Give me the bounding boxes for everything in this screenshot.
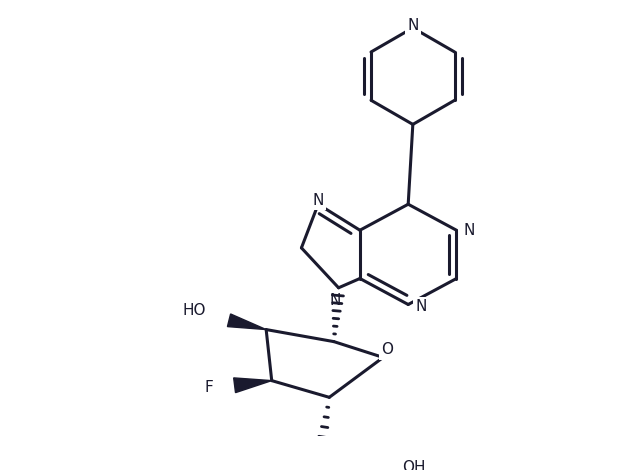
Text: HO: HO xyxy=(182,304,206,319)
Text: N: N xyxy=(312,193,324,208)
Polygon shape xyxy=(227,314,266,329)
Text: N: N xyxy=(407,18,419,33)
Text: F: F xyxy=(205,380,213,395)
Polygon shape xyxy=(234,378,272,392)
Text: N: N xyxy=(415,299,427,314)
Text: N: N xyxy=(329,293,340,308)
Text: O: O xyxy=(381,343,393,358)
Text: OH: OH xyxy=(402,461,425,470)
Text: N: N xyxy=(464,223,475,238)
